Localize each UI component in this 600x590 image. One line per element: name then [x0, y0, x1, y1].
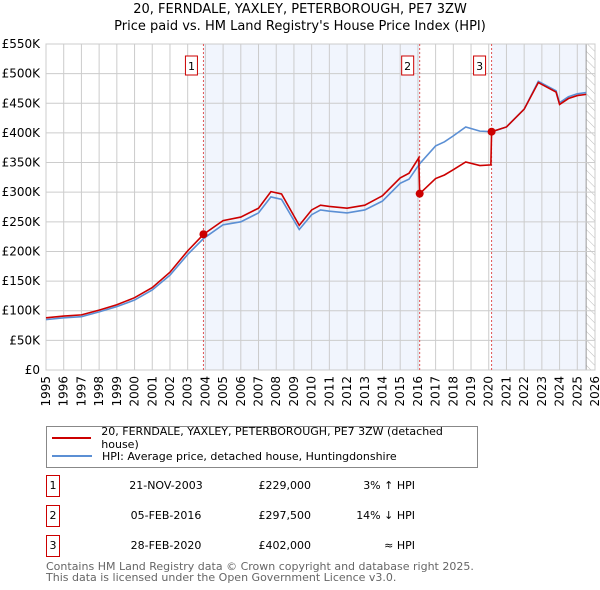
x-tick-label: 2007 — [252, 376, 266, 407]
y-tick-label: £550K — [2, 37, 42, 51]
y-tick-label: £300K — [2, 185, 42, 199]
y-tick-label: £450K — [2, 96, 42, 110]
x-tick-label: 2020 — [482, 376, 496, 407]
x-tick-label: 2022 — [517, 376, 531, 407]
forecast-hatch — [586, 44, 595, 370]
y-tick-label: £200K — [2, 244, 42, 258]
x-tick-label: 2010 — [305, 376, 319, 407]
sale-price: £297,500 — [258, 509, 312, 522]
x-tick-label: 2000 — [128, 376, 142, 407]
x-tick-label: 2026 — [588, 376, 600, 407]
legend: 20, FERNDALE, YAXLEY, PETERBOROUGH, PE7 … — [46, 425, 478, 468]
legend-item-hpi: HPI: Average price, detached house, Hunt… — [52, 448, 397, 464]
y-tick-label: £50K — [9, 333, 41, 347]
sale-marker-label: 3 — [476, 60, 483, 73]
sale-marker-box — [184, 55, 198, 76]
x-tick-label: 2006 — [234, 376, 248, 407]
y-tick-label: £250K — [2, 215, 42, 229]
x-tick-label: 1997 — [74, 376, 88, 407]
y-tick-label: £350K — [2, 156, 42, 170]
x-tick-label: 2003 — [181, 376, 195, 407]
sale-marker-box — [401, 55, 415, 76]
legend-swatch-blue — [52, 455, 92, 457]
x-tick-label: 2015 — [393, 376, 407, 407]
sale-point — [487, 127, 496, 136]
x-tick-label: 1999 — [110, 376, 124, 407]
plot-frame — [45, 43, 596, 371]
y-tick-label: £500K — [2, 67, 42, 81]
x-tick-label: 2009 — [287, 376, 301, 407]
transaction-row: 2 05-FEB-2016 £297,500 14% ↓ HPI — [46, 505, 600, 527]
x-tick-label: 2002 — [163, 376, 177, 407]
sale-date: 21-NOV-2003 — [129, 479, 203, 492]
chart-subtitle: Price paid vs. HM Land Registry's House … — [114, 19, 486, 34]
x-tick-label: 2023 — [535, 376, 549, 407]
footer-licence: This data is licensed under the Open Gov… — [46, 571, 397, 584]
legend-label: 20, FERNDALE, YAXLEY, PETERBOROUGH, PE7 … — [101, 425, 443, 451]
x-tick-label: 2019 — [464, 376, 478, 407]
hpi-relation: 14% ↓ HPI — [356, 509, 415, 522]
y-tick-label: £100K — [2, 304, 42, 318]
x-tick-label: 2005 — [216, 376, 230, 407]
x-tick-label: 2024 — [553, 376, 567, 407]
sale-date: 05-FEB-2016 — [130, 509, 202, 522]
marker-badge: 1 — [46, 475, 60, 497]
x-tick-label: 2008 — [269, 376, 283, 407]
x-tick-label: 2017 — [429, 376, 443, 407]
legend-item-property: 20, FERNDALE, YAXLEY, PETERBOROUGH, PE7 … — [52, 425, 477, 451]
legend-swatch-red — [52, 437, 92, 439]
price-chart: 1995 1996 1997 1998 1999 2000 2001 2002 2003 2004… — [2, 37, 600, 407]
x-tick-label: 2018 — [446, 376, 460, 407]
y-tick-label: £150K — [2, 274, 42, 288]
x-tick-label: 2004 — [198, 376, 212, 407]
hpi-relation: 3% ↑ HPI — [363, 479, 415, 492]
sale-point — [415, 189, 424, 198]
marker-badge: 2 — [46, 505, 60, 527]
x-tick-label: 2001 — [145, 376, 159, 407]
sale-marker-box — [473, 55, 487, 76]
x-tick-label: 2025 — [570, 376, 584, 407]
marker-badge: 3 — [46, 535, 60, 557]
sale-price: £402,000 — [258, 539, 312, 552]
sale-marker-label: 2 — [404, 60, 411, 73]
sale-marker-label: 1 — [188, 60, 195, 73]
property-price-line — [45, 81, 587, 319]
hpi-relation: ≈ HPI — [384, 539, 415, 552]
x-tick-label: 2014 — [375, 376, 389, 407]
x-tick-label: 1995 — [39, 376, 53, 407]
chart-title: 20, FERNDALE, YAXLEY, PETERBOROUGH, PE7 … — [133, 2, 467, 17]
shaded-region — [491, 44, 587, 370]
y-tick-label: £0 — [25, 363, 40, 377]
sale-point — [199, 230, 208, 239]
transaction-row: 3 28-FEB-2020 £402,000 ≈ HPI — [46, 535, 600, 557]
footer-copyright: Contains HM Land Registry data © Crown c… — [46, 560, 474, 573]
x-tick-label: 1998 — [92, 376, 106, 407]
x-tick-label: 2013 — [358, 376, 372, 407]
x-tick-label: 1996 — [57, 376, 71, 407]
sale-price: £229,000 — [258, 479, 312, 492]
sale-date: 28-FEB-2020 — [130, 539, 202, 552]
legend-label: HPI: Average price, detached house, Hunt… — [102, 449, 397, 463]
y-tick-label: £400K — [2, 126, 42, 140]
x-tick-label: 2021 — [499, 376, 513, 407]
x-tick-label: 2012 — [340, 376, 354, 407]
transaction-row: 1 21-NOV-2003 £229,000 3% ↑ HPI — [46, 475, 600, 497]
x-tick-label: 2016 — [411, 376, 425, 407]
x-tick-label: 2011 — [322, 376, 336, 407]
